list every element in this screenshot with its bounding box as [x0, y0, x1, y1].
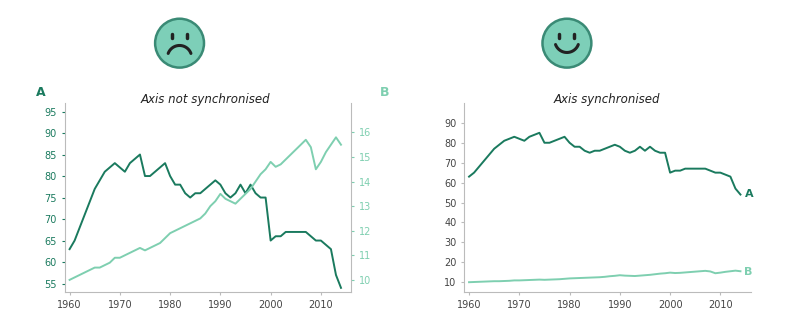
Text: B: B [380, 86, 389, 99]
Text: A: A [36, 86, 45, 99]
Circle shape [542, 19, 592, 68]
Text: A: A [745, 189, 753, 199]
Text: Axis not synchronised: Axis not synchronised [141, 93, 270, 106]
Circle shape [155, 19, 204, 68]
Text: Axis synchronised: Axis synchronised [554, 93, 660, 106]
Text: B: B [745, 267, 753, 277]
